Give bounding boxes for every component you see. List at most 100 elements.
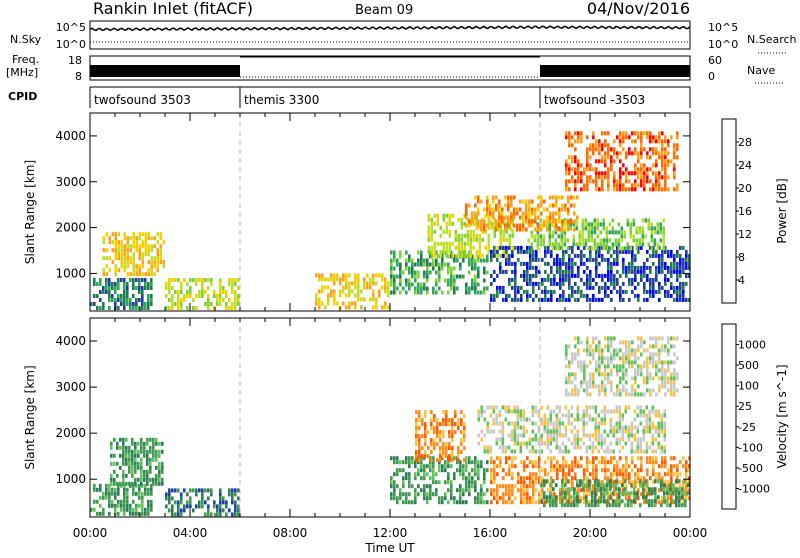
velocity-cell — [585, 483, 588, 488]
velocity-cell — [682, 480, 685, 485]
velocity-cell — [222, 508, 225, 513]
velocity-cell — [541, 468, 544, 473]
velocity-cell — [628, 348, 631, 353]
power-cell — [613, 147, 616, 152]
velocity-cell — [424, 438, 427, 443]
velocity-cell — [571, 484, 574, 489]
power-cell — [387, 281, 390, 286]
velocity-cell — [624, 425, 628, 430]
power-cell — [505, 269, 508, 274]
velocity-cell — [582, 425, 586, 430]
power-cell — [417, 270, 420, 275]
power-cell — [427, 245, 431, 250]
power-cell — [447, 262, 450, 267]
power-cell — [480, 219, 483, 224]
power-cell — [562, 269, 565, 274]
velocity-cell — [495, 421, 499, 426]
power-cell — [498, 211, 501, 216]
velocity-cell — [663, 425, 667, 430]
power-cell — [171, 306, 174, 310]
power-cell — [529, 261, 532, 266]
power-cell — [616, 257, 619, 262]
power-cell — [567, 211, 570, 216]
velocity-cell — [508, 464, 511, 469]
velocity-cell — [598, 340, 601, 345]
power-cell — [655, 147, 658, 152]
power-cell — [652, 183, 655, 188]
velocity-cell — [532, 496, 535, 501]
power-cell — [523, 261, 526, 266]
power-cell — [649, 187, 652, 192]
power-cell — [444, 278, 447, 283]
power-cell — [511, 297, 514, 302]
velocity-cell — [129, 507, 132, 512]
power-cell — [444, 250, 447, 255]
power-cell — [487, 237, 491, 242]
power-cell — [120, 298, 123, 302]
velocity-cell — [564, 433, 568, 438]
power-cell — [655, 249, 658, 254]
power-cell — [427, 213, 431, 218]
power-cell — [649, 293, 652, 298]
power-cell — [423, 262, 426, 267]
power-cell — [625, 289, 628, 294]
velocity-cell — [594, 433, 598, 438]
power-cell — [516, 227, 519, 232]
power-cell — [508, 261, 511, 266]
power-cell — [548, 242, 552, 247]
power-cell — [661, 253, 664, 258]
velocity-cell — [609, 409, 613, 414]
power-cell — [634, 183, 637, 188]
power-cell — [441, 258, 444, 263]
velocity-cell — [591, 491, 594, 496]
power-cell — [159, 256, 163, 261]
velocity-cell — [189, 488, 192, 493]
velocity-cell — [424, 454, 427, 459]
velocity-cell — [408, 480, 411, 485]
velocity-cell — [102, 495, 105, 500]
velocity-cell — [636, 449, 640, 454]
velocity-cell — [643, 476, 646, 481]
velocity-cell — [570, 413, 574, 418]
velocity-cell — [396, 484, 399, 489]
velocity-cell — [444, 468, 447, 473]
velocity-cell — [663, 491, 666, 496]
power-cell — [508, 293, 511, 298]
power-cell — [441, 262, 444, 267]
velocity-cell — [589, 372, 592, 377]
power-cell — [150, 236, 154, 241]
power-cell — [135, 248, 139, 253]
velocity-cell — [511, 484, 514, 489]
power-cell — [564, 227, 567, 232]
power-cell — [673, 261, 676, 266]
power-cell — [555, 199, 558, 204]
velocity-cell — [520, 492, 523, 497]
power-cell — [453, 258, 456, 263]
power-cell — [504, 195, 507, 200]
velocity-cell — [477, 492, 480, 497]
velocity-cell — [492, 421, 496, 426]
velocity-cell — [561, 433, 565, 438]
velocity-cell — [445, 410, 448, 415]
x-tick-label: 00:00 — [73, 526, 108, 540]
power-cell — [445, 245, 449, 250]
power-cell — [613, 273, 616, 278]
power-cell — [318, 301, 321, 306]
freq-label-top: Freq. — [12, 53, 39, 66]
power-cell — [664, 175, 667, 180]
power-cell — [423, 282, 426, 287]
power-cell — [640, 155, 643, 160]
power-cell — [535, 257, 538, 262]
velocity-cell — [591, 449, 595, 454]
velocity-cell — [634, 368, 637, 373]
velocity-cell — [525, 441, 529, 446]
power-cell — [535, 281, 538, 286]
velocity-cell — [607, 376, 610, 381]
power-cell — [520, 273, 523, 278]
velocity-cell — [627, 429, 631, 434]
velocity-cell — [624, 487, 627, 492]
power-cell — [664, 187, 667, 192]
power-cell — [138, 306, 141, 310]
velocity-cell — [204, 488, 207, 493]
